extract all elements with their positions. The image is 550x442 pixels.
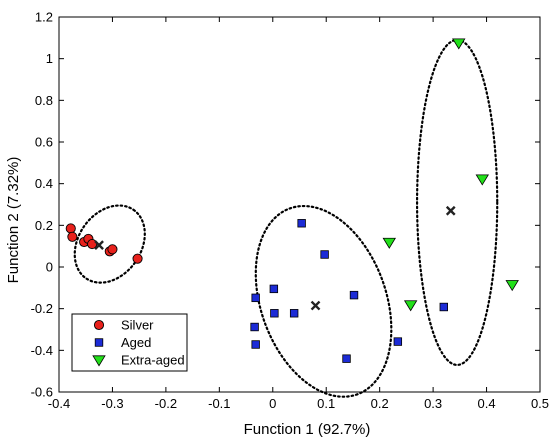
axis-tick-labels: -0.4 -0.3 -0.2 -0.1 0 0.1 0.2 0.3 0.4 0.5-0.6-0.4… — [31, 10, 549, 412]
aged-point — [289, 309, 299, 318]
x-tick-label: 0.2 — [371, 396, 389, 411]
plot-frame — [58, 16, 541, 393]
extra-aged-point — [475, 174, 489, 186]
y-tick-label: 0 — [46, 260, 53, 275]
extra-aged-point — [403, 300, 418, 312]
y-tick-label: 1 — [46, 51, 53, 66]
legend-marker-silver — [93, 319, 105, 331]
aged-point — [250, 322, 259, 332]
x-tick-label: 0.5 — [531, 396, 549, 411]
x-tick-label: -0.2 — [155, 396, 177, 411]
aged-point — [342, 354, 351, 363]
y-tick-label: 1.2 — [35, 10, 53, 25]
legend-marker-aged — [94, 338, 104, 347]
aged-point — [251, 293, 260, 303]
aged-point — [439, 302, 448, 312]
silver-point — [132, 253, 143, 264]
x-tick-label: 0.3 — [424, 396, 442, 411]
x-tick-label: -0.1 — [208, 396, 230, 411]
extra-aged-point — [382, 237, 396, 249]
legend-marker-extra-aged — [92, 355, 106, 367]
legend-label-aged: Aged — [121, 335, 151, 350]
aged-point — [270, 309, 279, 318]
y-tick-label: 0.2 — [35, 218, 53, 233]
y-tick-label: -0.2 — [31, 301, 53, 316]
x-tick-label: 0.1 — [317, 396, 335, 411]
aged-point — [349, 290, 359, 300]
centroid-marker — [310, 300, 321, 311]
x-tick-label: 0 — [269, 396, 276, 411]
aged-point — [297, 219, 306, 228]
aged-point — [320, 250, 329, 259]
y-tick-label: -0.4 — [31, 343, 53, 358]
centroid-marker — [445, 205, 456, 216]
centroid-markers — [94, 205, 456, 311]
silver-point — [67, 231, 78, 242]
aged-point — [251, 340, 260, 349]
extra-aged-point — [505, 280, 519, 292]
data-points — [65, 38, 519, 363]
y-tick-label: 0.4 — [35, 176, 53, 191]
group-ellipse-1 — [73, 204, 146, 284]
aged-point — [393, 337, 403, 346]
x-axis-title: Function 1 (92.7%) — [244, 421, 371, 438]
group-ellipse-2 — [254, 204, 393, 398]
extra-aged-point — [452, 38, 466, 50]
aged-point — [269, 284, 279, 294]
y-tick-label: 0.6 — [35, 135, 53, 150]
legend: Silver Aged Extra-aged — [71, 313, 188, 372]
silver-point — [107, 244, 118, 255]
y-tick-label: 0.8 — [35, 93, 53, 108]
y-tick-label: -0.6 — [31, 385, 53, 400]
x-tick-label: -0.4 — [48, 396, 70, 411]
group-ellipse-3 — [415, 38, 499, 367]
legend-label-silver: Silver — [121, 318, 154, 333]
x-tick-label: 0.4 — [478, 396, 496, 411]
x-tick-label: -0.3 — [101, 396, 123, 411]
legend-label-extra-aged: Extra-aged — [121, 353, 185, 368]
y-axis-title: Function 2 (7.32%) — [5, 157, 22, 284]
centroid-marker — [94, 240, 104, 250]
silver-point — [65, 223, 76, 234]
legend-box — [71, 313, 188, 372]
